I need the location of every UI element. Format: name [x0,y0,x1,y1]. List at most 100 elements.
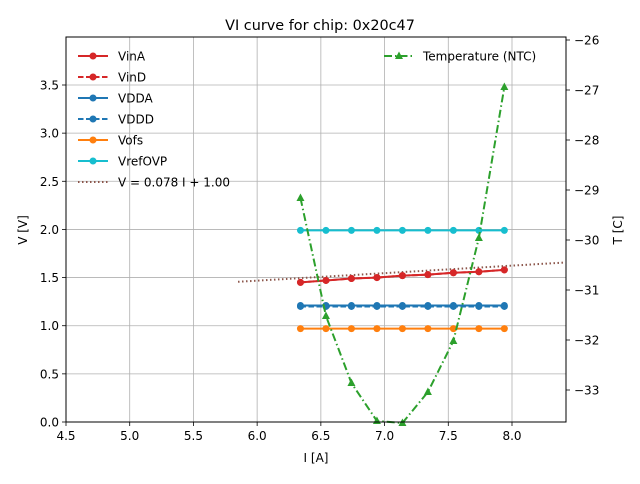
series-vddd [296,302,508,310]
x-axis-label: I [A] [304,451,329,465]
legend-item: Vofs [78,134,143,148]
data-point-temperature-ntc [500,82,509,90]
x-tick-label: 4.5 [56,429,75,443]
data-point-temperature-ntc [474,233,483,241]
x-tick-label: 6.5 [311,429,330,443]
legend-swatch-marker [89,157,97,165]
legend-label: VinD [118,71,146,85]
x-tick-label: 7.5 [439,429,458,443]
legend-swatch-marker [395,51,403,59]
legend-item: VrefOVP [78,155,167,169]
x-tick-label: 6.0 [248,429,267,443]
data-point-vrefovp [322,226,330,234]
y-axis-label: V [V] [16,215,30,245]
legend-label: VrefOVP [118,155,167,169]
y2-tick-label: −33 [574,384,599,398]
legend-swatch-marker [89,73,97,81]
data-point-vind [322,276,330,284]
data-point-vddd [424,302,432,310]
data-point-temperature-ntc [347,378,356,386]
data-point-vofs [398,325,406,333]
data-point-vind [424,271,432,279]
data-point-vofs [500,325,508,333]
data-point-vddd [373,302,381,310]
legend-right: Temperature (NTC) [384,50,536,64]
y2-tick-label: −32 [574,334,599,348]
x-axis-ticks: 4.5 5.0 5.5 6.0 6.5 7.0 7.5 8.0 [56,422,522,443]
x-tick-label: 8.0 [502,429,521,443]
series-vofs [296,325,508,333]
data-point-vddd [398,302,406,310]
data-point-vddd [500,302,508,310]
data-point-vrefovp [424,226,432,234]
data-point-vofs [347,325,355,333]
y2-tick-label: −30 [574,234,599,248]
legend-item: VinA [78,50,146,64]
series-layer [237,82,564,426]
fit-line [237,261,564,283]
series-line-temperature-ntc [299,86,506,425]
legend-item: VDDD [78,113,154,127]
x-tick-label: 5.5 [184,429,203,443]
y2-axis-label: T [C] [611,216,625,246]
legend-swatch-marker [89,136,97,144]
data-point-vind [449,269,457,277]
chart-title: VI curve for chip: 0x20c47 [225,18,415,34]
x-tick-label: 7.0 [375,429,394,443]
data-point-vind [500,266,508,274]
y-tick-label: 1.0 [40,319,59,333]
data-point-vind [373,274,381,282]
data-point-vrefovp [347,226,355,234]
legend-left: VinA VinD VDDA VDDD Vofs VrefOVP V = 0.078 I +… [78,50,230,190]
y-tick-label: 2.0 [40,223,59,237]
legend-label: VinA [118,50,146,64]
data-point-vddd [449,302,457,310]
data-point-vind [347,275,355,283]
y-tick-label: 0.5 [40,367,59,381]
data-point-vddd [347,302,355,310]
y-tick-label: 1.5 [40,271,59,285]
data-point-vrefovp [500,226,508,234]
y2-tick-label: −28 [574,134,599,148]
data-point-temperature-ntc [296,193,305,201]
y-tick-label: 3.0 [40,127,59,141]
y2-axis-ticks: −26 −27 −28 −29 −30 −31 −32 −33 [566,34,599,398]
data-point-vind [398,272,406,280]
x-tick-label: 5.0 [120,429,139,443]
data-point-vofs [424,325,432,333]
y-tick-label: 2.5 [40,175,59,189]
data-point-temperature-ntc [321,311,330,319]
series-temperature-ntc [296,82,509,426]
legend-swatch-marker [89,94,97,102]
y2-tick-label: −27 [574,84,599,98]
legend-item: VDDA [78,92,153,106]
data-point-vrefovp [398,226,406,234]
data-point-vind [296,278,304,286]
data-point-vddd [296,302,304,310]
series-vind [296,266,508,286]
legend-item: V = 0.078 I + 1.00 [78,176,230,190]
legend-swatch-marker [89,115,97,123]
y2-tick-label: −31 [574,284,599,298]
legend-swatch-marker [89,52,97,60]
data-point-vrefovp [449,226,457,234]
series-vrefovp [296,226,508,234]
data-point-vind [475,268,483,276]
legend-label: Temperature (NTC) [422,50,536,64]
data-point-temperature-ntc [423,387,432,395]
data-point-vddd [475,302,483,310]
data-point-temperature-ntc [449,336,458,344]
legend-item: Temperature (NTC) [384,50,536,64]
legend-label: VDDA [118,92,153,106]
data-point-vrefovp [373,226,381,234]
series-line-vind [300,268,505,284]
legend-label: V = 0.078 I + 1.00 [118,176,230,190]
y-tick-label: 0.0 [40,416,59,430]
y-axis-ticks: 0.0 0.5 1.0 1.5 2.0 2.5 3.0 3.5 [40,79,66,430]
data-point-vrefovp [296,226,304,234]
data-point-vofs [296,325,304,333]
data-point-vofs [373,325,381,333]
legend-item: VinD [78,71,146,85]
legend-label: VDDD [118,113,154,127]
